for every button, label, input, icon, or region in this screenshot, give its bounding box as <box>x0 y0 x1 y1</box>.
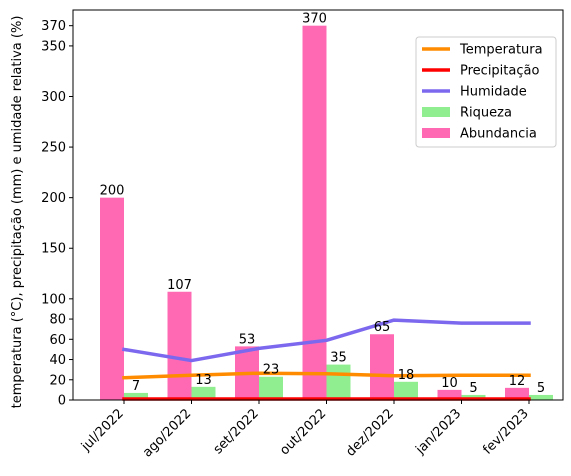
data-label-abundancia-5: 10 <box>441 376 458 391</box>
data-label-riqueza-0: 7 <box>132 379 140 394</box>
y-tick-label-20: 20 <box>49 373 66 388</box>
y-tick-label-80: 80 <box>49 313 66 328</box>
data-label-riqueza-6: 5 <box>537 381 545 396</box>
bar-abundancia-1 <box>167 291 192 400</box>
data-label-abundancia-0: 200 <box>100 184 125 199</box>
data-label-riqueza-5: 5 <box>469 381 477 396</box>
bar-abundancia-6 <box>505 387 529 400</box>
bar-riqueza-4 <box>394 381 418 400</box>
bar-riqueza-1 <box>191 386 216 400</box>
data-label-riqueza-4: 18 <box>398 368 415 383</box>
legend-label-humidade: Humidade <box>460 85 527 100</box>
y-tick-label-350: 350 <box>41 39 66 54</box>
x-tick-label-1: ago/2022 <box>140 406 194 460</box>
data-label-abundancia-1: 107 <box>167 278 192 293</box>
y-tick-label-60: 60 <box>49 333 66 348</box>
x-tick-label-2: set/2022 <box>211 406 262 457</box>
legend-swatch-abundancia <box>422 128 450 138</box>
x-axis: jul/2022 ago/2022 set/2022 out/2022 dez/2022… <box>78 400 532 460</box>
y-tick-label-200: 200 <box>41 191 66 206</box>
x-tick-label-3: out/2022 <box>277 406 329 458</box>
bar-abundancia-5 <box>437 389 462 400</box>
y-axis-title: temperatura (°C), precipitação (mm) e um… <box>10 16 25 409</box>
lines-layer <box>121 318 531 401</box>
x-tick-label-6: fev/2023 <box>480 406 531 457</box>
bar-abundancia-4 <box>370 334 394 400</box>
data-label-abundancia-3: 370 <box>302 12 327 27</box>
data-label-abundancia-4: 65 <box>374 320 391 335</box>
data-label-riqueza-2: 23 <box>263 363 280 378</box>
y-tick-label-0: 0 <box>58 394 66 409</box>
y-tick-label-300: 300 <box>41 90 66 105</box>
plot-frame <box>72 9 564 401</box>
y-tick-label-100: 100 <box>41 292 66 307</box>
data-label-riqueza-3: 35 <box>330 351 347 366</box>
x-tick-label-0: jul/2022 <box>78 406 127 455</box>
line-humidade <box>121 318 531 363</box>
y-tick-label-370: 370 <box>41 19 66 34</box>
legend-label-precipitacao: Precipitação <box>460 64 539 79</box>
data-label-abundancia-6: 12 <box>509 374 526 389</box>
data-label-riqueza-1: 13 <box>195 373 212 388</box>
legend: Temperatura Precipitação Humidade Riqueza Ab… <box>415 36 557 148</box>
bars-layer <box>100 25 553 400</box>
bar-riqueza-2 <box>259 376 283 400</box>
y-tick-label-250: 250 <box>41 141 66 156</box>
data-label-abundancia-2: 53 <box>239 332 256 347</box>
x-tick-label-5: jan/2023 <box>413 406 465 458</box>
bar-abundancia-0 <box>100 197 124 400</box>
legend-box <box>415 36 557 148</box>
legend-swatch-riqueza <box>422 107 450 117</box>
y-axis: 0 20 40 60 80 100 150 200 250 300 350 370 <box>41 19 73 409</box>
bar-riqueza-0 <box>124 392 148 400</box>
x-tick-label-4: dez/2022 <box>343 406 396 459</box>
y-tick-label-40: 40 <box>49 353 66 368</box>
bar-riqueza-3 <box>326 364 351 400</box>
bar-riqueza-6 <box>529 394 553 400</box>
y-tick-label-150: 150 <box>41 242 66 257</box>
legend-label-abundancia: Abundancia <box>460 127 537 142</box>
bar-abundancia-3 <box>302 25 327 400</box>
legend-label-riqueza: Riqueza <box>460 106 512 121</box>
data-labels: 200 107 53 370 65 10 12 7 13 23 35 18 5 5 <box>100 12 546 396</box>
line-temperatura <box>122 371 531 380</box>
legend-label-temperatura: Temperatura <box>459 43 543 58</box>
